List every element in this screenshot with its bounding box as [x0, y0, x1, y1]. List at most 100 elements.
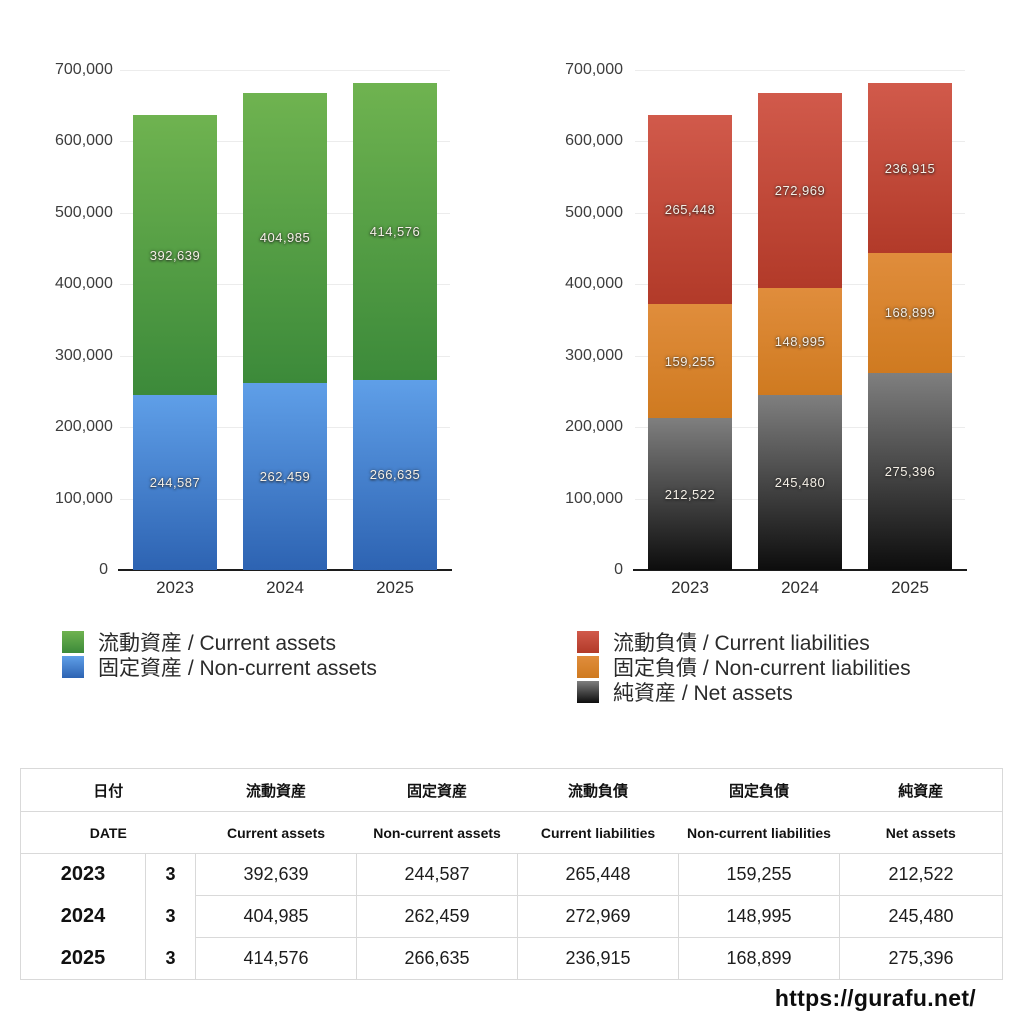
header-non-current-assets-ja: 固定資産	[356, 768, 518, 812]
value-cell: 159,255	[678, 853, 840, 896]
bar-value-label: 392,639	[149, 247, 201, 263]
value-cell: 266,635	[356, 937, 518, 980]
bar-segment-current-liabilities: 272,969	[758, 93, 842, 289]
stacked-bar-2023: 244,587 392,639	[133, 70, 217, 570]
legend-swatch-current-liabilities	[577, 630, 599, 653]
bar-value-label: 168,899	[884, 305, 936, 321]
y-axis-tick-label: 300,000	[55, 346, 113, 364]
x-axis-tick-label: 2025	[891, 578, 929, 597]
bar-segment-net-assets: 212,522	[648, 418, 732, 570]
y-axis-tick-label: 0	[614, 561, 623, 578]
y-axis-tick-label: 500,000	[55, 203, 113, 221]
y-axis-tick-label: 0	[99, 561, 108, 578]
header-date-en: DATE	[20, 811, 196, 854]
bar-segment-current-liabilities: 265,448	[648, 114, 732, 305]
value-cell: 275,396	[839, 937, 1003, 980]
value-cell: 245,480	[839, 895, 1003, 938]
value-cell: 404,985	[195, 895, 357, 938]
legend-label: 流動負債 / Current liabilities	[613, 631, 870, 655]
month-cell: 3	[145, 895, 197, 938]
bar-segment-net-assets: 245,480	[758, 394, 842, 570]
table-header-ja: 日付 流動資産 固定資産 流動負債 固定負債 純資産	[20, 768, 1003, 812]
value-cell: 414,576	[243, 948, 309, 968]
y-axis-tick-label: 500,000	[565, 203, 623, 221]
legend-item-current-liabilities: 流動負債 / Current liabilities	[577, 629, 911, 655]
value-cell: 168,899	[678, 937, 840, 980]
bar-segment-non-current-liabilities: 159,255	[648, 304, 732, 419]
bar-value-label: 244,587	[149, 475, 201, 491]
x-axis-tick-label: 2024	[266, 578, 304, 597]
year-cell: 2025	[20, 937, 146, 980]
legend-item-non-current-liabilities: 固定負債 / Non-current liabilities	[577, 654, 911, 680]
legend-item-net-assets: 純資産 / Net assets	[577, 679, 911, 705]
legend-item-current-assets: 流動資産 / Current assets	[62, 629, 377, 655]
header-current-assets-en: Current assets	[195, 811, 357, 854]
header-net-assets-en: Net assets	[839, 811, 1003, 854]
y-axis-tick-label: 400,000	[55, 275, 113, 293]
legend-label: 純資産 / Net assets	[613, 681, 793, 705]
value-cell: 262,459	[356, 895, 518, 938]
legend-swatch-non-current-liabilities	[577, 655, 599, 678]
balance-table: 日付 流動資産 固定資産 流動負債 固定負債 純資産 DATE Current …	[20, 768, 1004, 980]
y-axis-tick-label: 100,000	[565, 489, 623, 507]
table-row: 2024 3 404,985 262,459 272,969 148,995 245,480	[20, 895, 1003, 938]
x-axis-tick-label: 2023	[156, 578, 194, 597]
bar-segment-non-current-assets: 262,459	[243, 382, 327, 570]
value-cell: 236,915	[517, 937, 679, 980]
bar-value-label: 265,448	[664, 202, 716, 218]
legend-label: 固定負債 / Non-current liabilities	[613, 656, 911, 680]
header-non-current-liabilities-en: Non-current liabilities	[678, 811, 840, 854]
bar-segment-net-assets: 275,396	[868, 373, 952, 570]
gridline	[635, 70, 965, 71]
month-cell: 3	[145, 853, 197, 896]
legend-item-non-current-assets: 固定資産 / Non-current assets	[62, 654, 377, 680]
table-row: 2025 3 414,576 266,635 236,915 168,899 275,396	[20, 937, 1003, 980]
month-cell: 3	[145, 937, 197, 980]
stacked-bar-2023: 212,522 159,255 265,448	[648, 70, 732, 570]
bar-value-label: 404,985	[259, 230, 311, 246]
bar-value-label: 245,480	[774, 474, 826, 490]
bar-segment-non-current-liabilities: 168,899	[868, 252, 952, 374]
gridline	[120, 70, 450, 71]
legend-label: 固定資産 / Non-current assets	[98, 656, 377, 680]
y-axis-tick-label: 600,000	[55, 132, 113, 150]
year-cell: 2024	[20, 895, 146, 938]
y-axis-tick-label: 300,000	[565, 346, 623, 364]
table-row: 2023 3 392,639 244,587 265,448 159,255 212,522	[20, 853, 1003, 896]
y-axis-tick-label: 100,000	[55, 489, 113, 507]
x-axis-line	[118, 569, 452, 571]
value-cell: 265,448	[517, 853, 679, 896]
y-axis-tick-label: 200,000	[55, 418, 113, 436]
legend-swatch-net-assets	[577, 680, 599, 703]
stacked-bar-2024: 262,459 404,985	[243, 70, 327, 570]
header-date-ja: 日付	[20, 768, 196, 812]
year-cell: 2023	[20, 853, 146, 896]
y-axis-tick-label: 700,000	[565, 61, 623, 78]
stacked-bar-2025: 275,396 168,899 236,915	[868, 70, 952, 570]
header-current-liabilities-ja: 流動負債	[517, 768, 679, 812]
liabilities-legend: 流動負債 / Current liabilities 固定負債 / Non-cur…	[577, 629, 911, 705]
bar-segment-non-current-liabilities: 148,995	[758, 288, 842, 395]
bar-value-label: 159,255	[664, 353, 716, 369]
bar-value-label: 272,969	[774, 183, 826, 199]
value-cell: 212,522	[839, 853, 1003, 896]
bar-segment-current-liabilities: 236,915	[868, 83, 952, 253]
table-body: 2023 3 392,639 244,587 265,448 159,255 212,522…	[20, 853, 1003, 980]
bar-value-label: 212,522	[664, 486, 716, 502]
header-non-current-liabilities-ja: 固定負債	[678, 768, 840, 812]
bar-value-label: 266,635	[369, 467, 421, 483]
table-header-en: DATE Current assets Non-current assets C…	[20, 811, 1003, 854]
liabilities-chart: 700,000 600,000 500,000 400,000 300,000 200,0…	[560, 61, 990, 607]
bar-segment-current-assets: 404,985	[243, 93, 327, 383]
value-cell: 148,995	[678, 895, 840, 938]
legend-swatch-current-assets	[62, 630, 84, 653]
header-non-current-assets-en: Non-current assets	[356, 811, 518, 854]
x-axis-line	[633, 569, 967, 571]
header-current-assets-ja: 流動資産	[195, 768, 357, 812]
value-cell: 392,639	[195, 853, 357, 896]
value-cell: 244,587	[356, 853, 518, 896]
bar-segment-non-current-assets: 244,587	[133, 395, 217, 570]
assets-legend: 流動資産 / Current assets 固定資産 / Non-current …	[62, 629, 377, 680]
y-axis-tick-label: 200,000	[565, 418, 623, 436]
header-current-liabilities-en: Current liabilities	[517, 811, 679, 854]
